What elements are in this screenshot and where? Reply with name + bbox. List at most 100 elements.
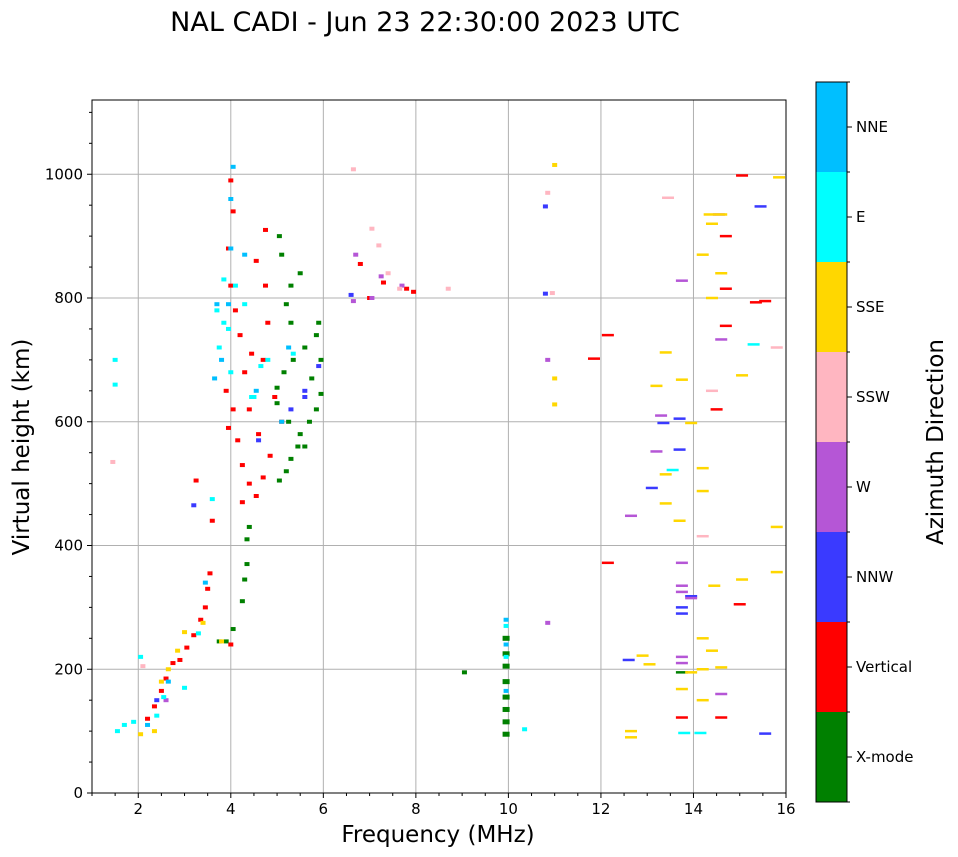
colorbar-segment: [816, 532, 847, 622]
data-point-e: [154, 713, 160, 718]
data-point-nne: [503, 688, 509, 693]
data-point-x-mode: [318, 357, 324, 362]
data-point-sse: [696, 698, 709, 702]
data-point-nnw: [348, 292, 354, 297]
chart-title: NAL CADI - Jun 23 22:30:00 2023 UTC: [170, 7, 680, 38]
data-point-vertical: [145, 716, 151, 721]
data-point-e: [694, 731, 707, 735]
data-point-sse: [708, 584, 721, 587]
data-point-nne: [279, 419, 285, 424]
data-point-e: [121, 722, 127, 727]
data-point-e: [131, 719, 137, 724]
data-point-x-mode: [675, 671, 688, 674]
data-point-x-mode: [276, 478, 282, 483]
data-point-vertical: [205, 586, 211, 591]
data-point-sse: [715, 272, 728, 275]
data-point-ssw: [770, 346, 783, 349]
data-point-vertical: [246, 407, 252, 412]
data-point-vertical: [404, 286, 410, 291]
data-point-sse: [715, 213, 728, 216]
data-point-nnw: [154, 698, 160, 703]
data-point-vertical: [710, 408, 723, 411]
data-point-nne: [230, 164, 236, 169]
colorbar-segment: [816, 442, 847, 532]
data-point-nnw: [675, 606, 688, 609]
data-point-sse: [736, 578, 749, 581]
y-tick-label: 1000: [45, 165, 83, 183]
data-point-vertical: [239, 463, 245, 468]
data-point-e: [232, 283, 238, 288]
data-point-nne: [165, 679, 171, 684]
data-point-sse: [165, 667, 171, 672]
data-point-vertical: [601, 333, 614, 337]
data-point-x-mode: [295, 444, 301, 449]
data-point-e: [666, 468, 679, 472]
data-point-nne: [228, 246, 234, 251]
colorbar-tick-label: E: [856, 208, 865, 226]
data-point-e: [221, 277, 227, 282]
data-point-nne: [228, 197, 234, 201]
data-point-nnw: [256, 438, 262, 443]
data-point-vertical: [177, 657, 183, 662]
data-point-x-mode: [461, 670, 467, 675]
y-axis-label: Virtual height (km): [9, 339, 35, 556]
data-point-vertical: [151, 704, 157, 709]
data-point-vertical: [263, 227, 268, 232]
data-point-sse: [675, 378, 688, 381]
data-point-sse: [636, 654, 649, 657]
data-point-e: [678, 731, 691, 735]
data-point-vertical: [228, 283, 234, 288]
data-point-vertical: [228, 178, 234, 183]
x-tick-label: 8: [411, 800, 421, 818]
data-point-x-mode: [242, 577, 248, 582]
data-point-x-mode: [502, 719, 510, 725]
data-point-sse: [219, 639, 225, 644]
y-tick-label: 0: [73, 784, 83, 802]
data-point-vertical: [228, 642, 234, 647]
data-point-nnw: [685, 594, 698, 598]
data-point-vertical: [380, 280, 386, 285]
data-point-x-mode: [274, 385, 280, 390]
data-point-sse: [696, 489, 709, 493]
y-tick-label: 600: [54, 413, 83, 431]
colorbar: X-mode Vertical NNW W SSW SSE E NNE: [815, 81, 913, 803]
colorbar-segment: [816, 352, 847, 442]
data-point-e: [290, 351, 296, 356]
data-point-e: [114, 729, 120, 734]
data-point-nne: [212, 376, 218, 381]
y-tick-label: 200: [54, 660, 83, 678]
colorbar-tick-label: X-mode: [856, 748, 913, 766]
data-point-x-mode: [244, 562, 250, 567]
data-point-vertical: [263, 283, 268, 288]
data-point-w: [625, 514, 638, 518]
data-point-vertical: [230, 407, 236, 412]
data-point-x-mode: [313, 333, 319, 338]
data-point-sse: [736, 374, 749, 377]
data-point-vertical: [719, 324, 732, 328]
data-point-vertical: [242, 370, 248, 375]
data-point-vertical: [759, 299, 772, 303]
data-point-sse: [696, 253, 709, 256]
data-point-vertical: [719, 287, 732, 290]
data-point-nnw: [191, 503, 197, 508]
colorbar-segment: [816, 172, 847, 262]
data-point-w: [675, 561, 688, 565]
data-point-nnw: [657, 421, 670, 425]
data-point-w: [353, 252, 359, 257]
data-point-x-mode: [502, 731, 510, 737]
data-point-ssw: [445, 286, 451, 291]
data-point-sse: [151, 729, 157, 734]
data-point-vertical: [749, 301, 762, 304]
colorbar-segment: [816, 82, 847, 172]
data-point-nnw: [675, 612, 688, 615]
data-point-x-mode: [283, 469, 289, 474]
data-point-w: [545, 620, 551, 625]
data-point-w: [545, 357, 551, 362]
grid-lines: [92, 100, 786, 793]
data-point-x-mode: [502, 635, 510, 641]
data-point-w: [369, 296, 375, 300]
data-point-x-mode: [313, 407, 319, 412]
data-point-sse: [182, 630, 188, 635]
data-point-vertical: [733, 603, 746, 606]
data-point-sse: [175, 648, 181, 653]
